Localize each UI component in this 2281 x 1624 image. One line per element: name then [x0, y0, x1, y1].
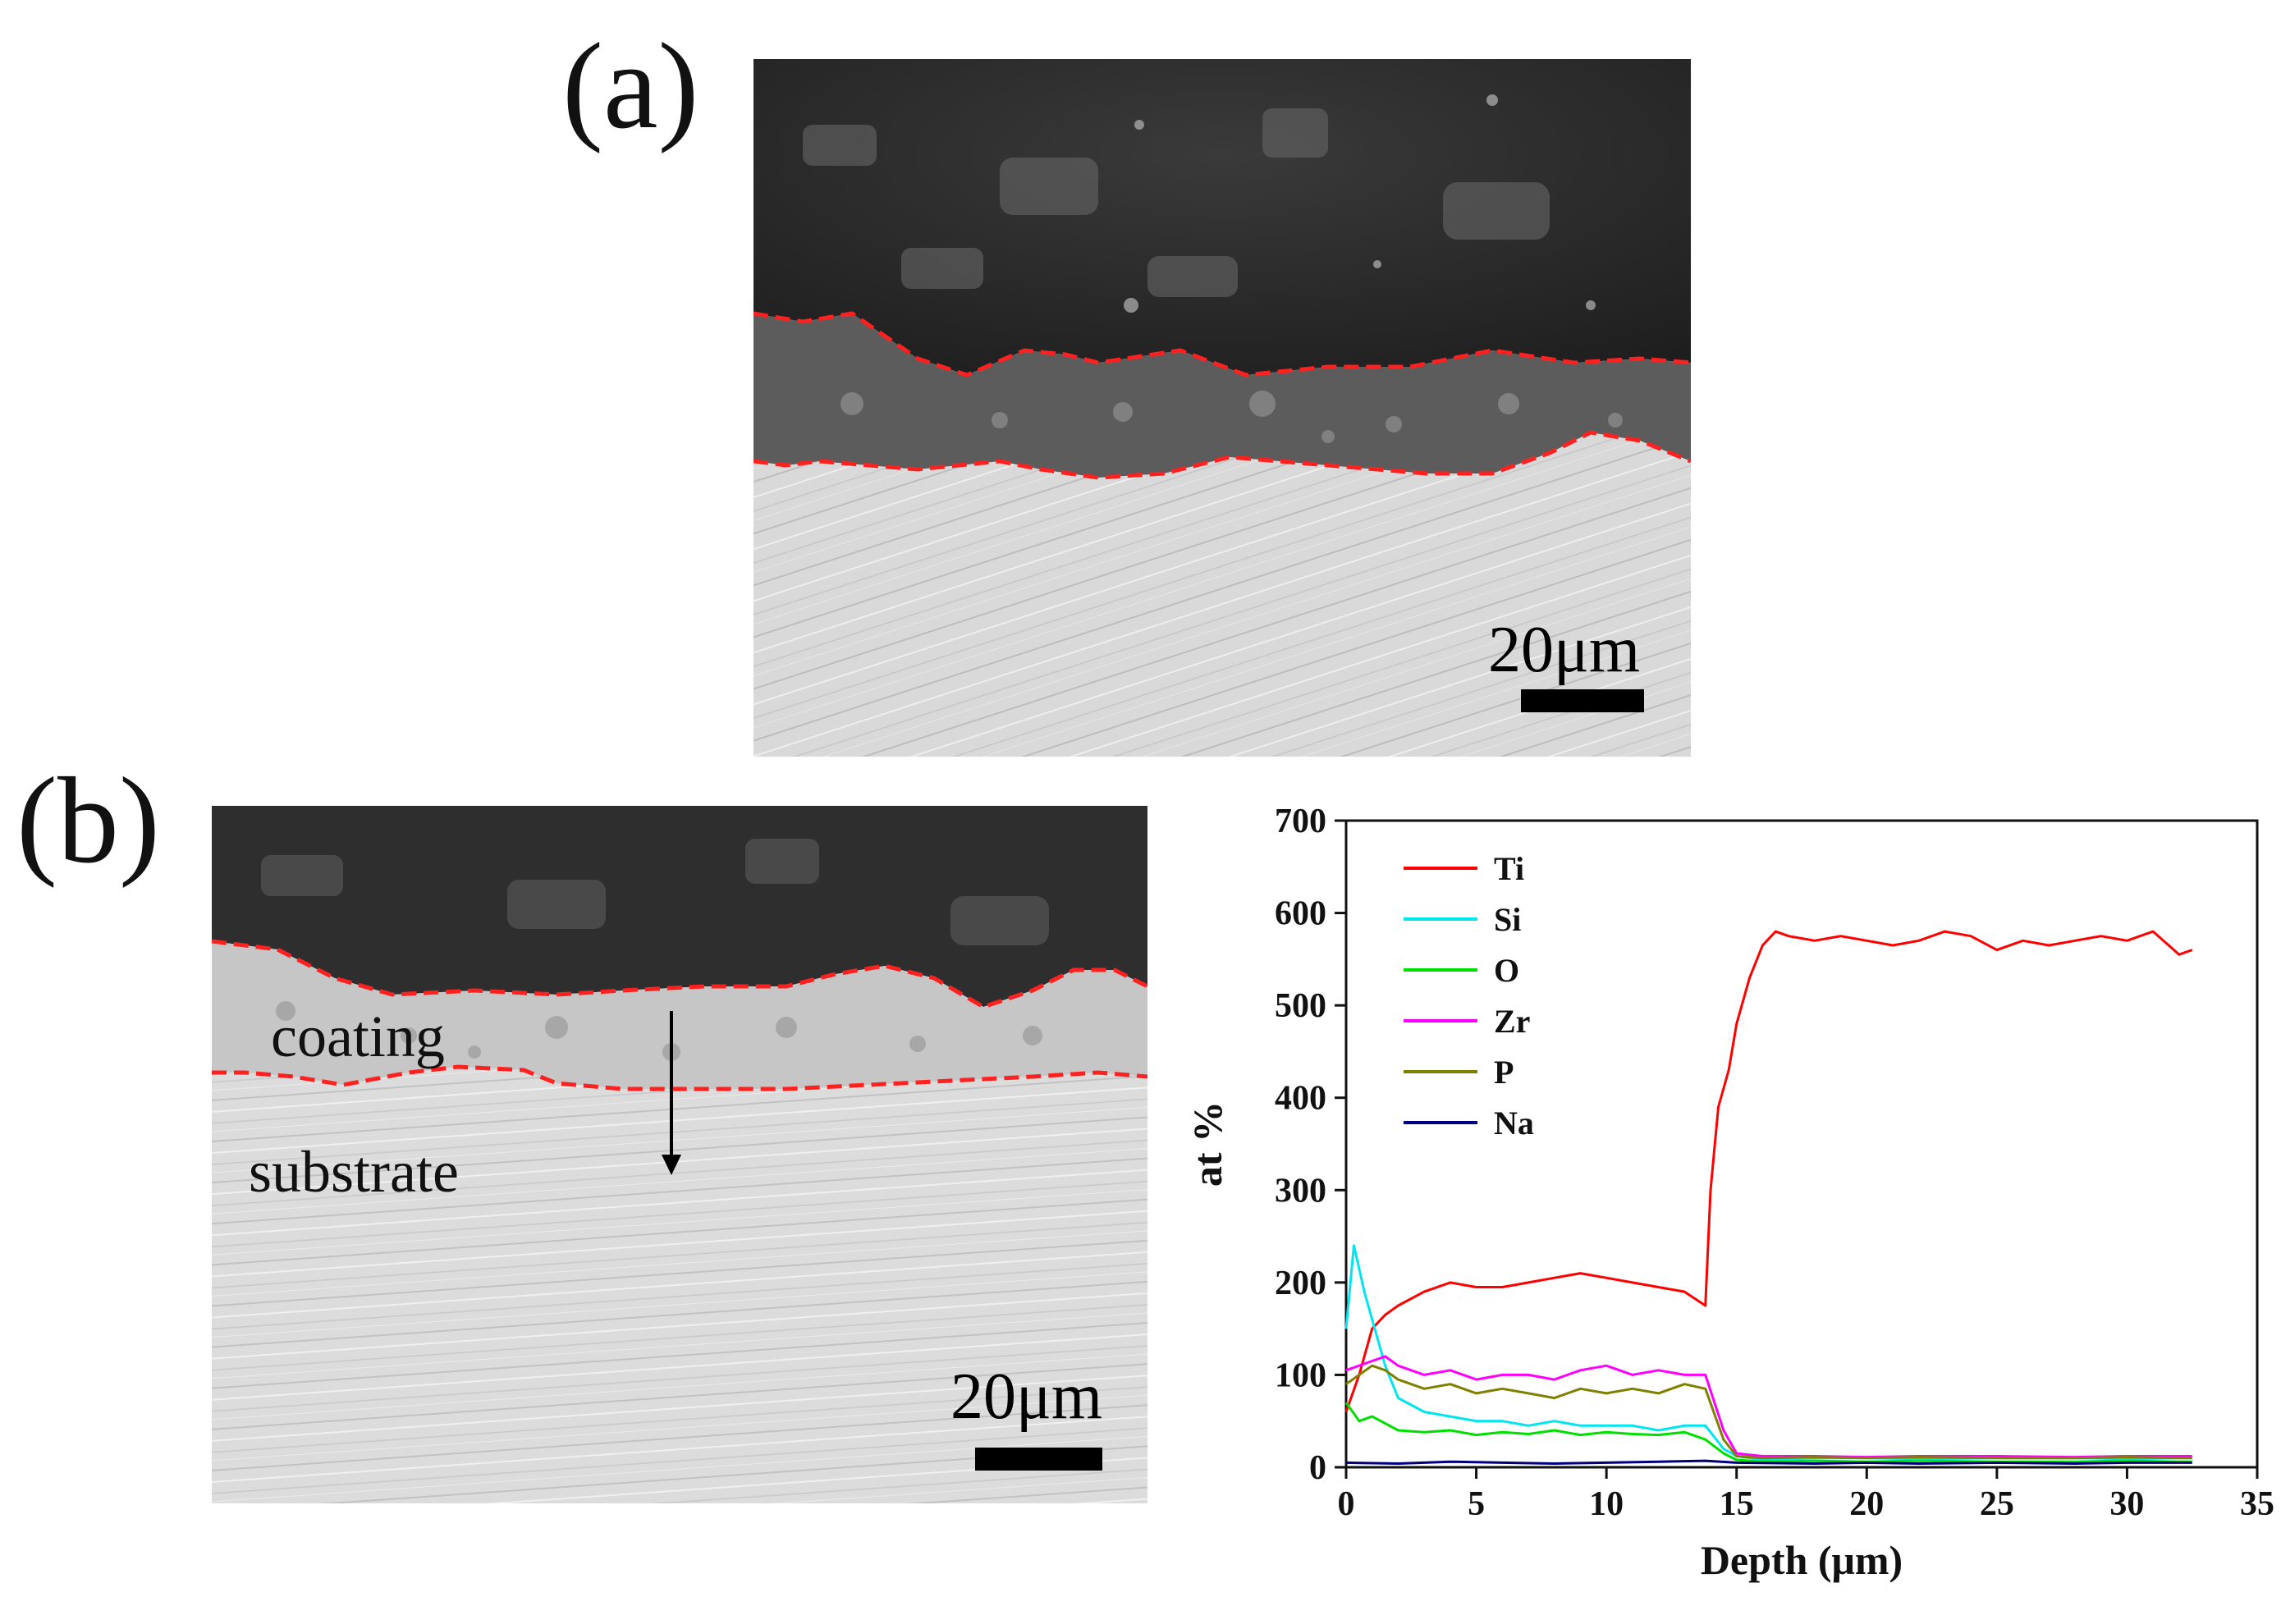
x-tick-label: 35 [2240, 1485, 2274, 1523]
coating-bottom-boundary-b [212, 1064, 1147, 1091]
depth-arrow-head [662, 1155, 681, 1175]
series-line-o [1344, 1402, 2192, 1463]
sem-image-b: coating substrate 20μm [212, 806, 1147, 1503]
series-line-ti [1344, 930, 2193, 1412]
x-tick-label: 20 [1849, 1485, 1884, 1523]
y-axis-label: at % [1184, 1101, 1230, 1187]
series-line-na [1345, 1459, 2192, 1465]
x-tick-label: 5 [1468, 1485, 1485, 1523]
legend-label-na: Na [1494, 1105, 1534, 1141]
y-tick-label: 600 [1275, 895, 1326, 933]
y-tick-label: 700 [1275, 803, 1326, 840]
series-line-si [1344, 1244, 2192, 1462]
y-tick-label: 100 [1275, 1356, 1326, 1394]
scale-bar-b [975, 1448, 1102, 1471]
scale-bar-label-b: 20μm [950, 1361, 1103, 1433]
y-tick-label: 300 [1275, 1172, 1326, 1210]
legend-label-zr: Zr [1494, 1003, 1530, 1040]
coating-label: coating [271, 1004, 445, 1069]
series-line-zr [1345, 1355, 2192, 1459]
sem-image-a: 20μm [753, 59, 1691, 757]
legend-label-si: Si [1494, 901, 1521, 938]
x-tick-label: 25 [1980, 1485, 2014, 1523]
y-tick-label: 0 [1309, 1449, 1326, 1487]
substrate-label: substrate [249, 1139, 459, 1205]
series-line-p [1345, 1364, 2192, 1460]
coating-bottom-boundary [753, 430, 1691, 480]
plot-frame [1344, 819, 2259, 1469]
depth-profile-chart: 0 5 10 15 20 25 30 35 0 100 200 300 400 500 600 700 Dept… [1184, 803, 2274, 1583]
coating-top-boundary [753, 311, 1691, 377]
x-axis-label: Depth (μm) [1701, 1537, 1903, 1583]
y-tick-label: 200 [1275, 1265, 1326, 1302]
scale-bar-a [1521, 689, 1644, 712]
x-tick-label: 10 [1589, 1485, 1624, 1523]
legend-label-o: O [1494, 952, 1519, 989]
legend-label-ti: Ti [1494, 850, 1524, 887]
coating-top-boundary-b [212, 939, 1147, 1009]
sem-image-b-graphic [212, 806, 1147, 1503]
x-tick-label: 0 [1338, 1485, 1355, 1523]
sem-image-a-graphic [753, 59, 1691, 757]
panel-a-label: (a) [562, 18, 699, 154]
panel-b-label: (b) [16, 753, 160, 889]
y-tick-label: 400 [1275, 1080, 1326, 1118]
y-tick-label: 500 [1275, 987, 1326, 1025]
x-tick-label: 15 [1720, 1485, 1754, 1523]
scale-bar-label-a: 20μm [1488, 614, 1641, 686]
x-tick-label: 30 [2109, 1485, 2144, 1523]
legend-label-p: P [1494, 1054, 1514, 1091]
